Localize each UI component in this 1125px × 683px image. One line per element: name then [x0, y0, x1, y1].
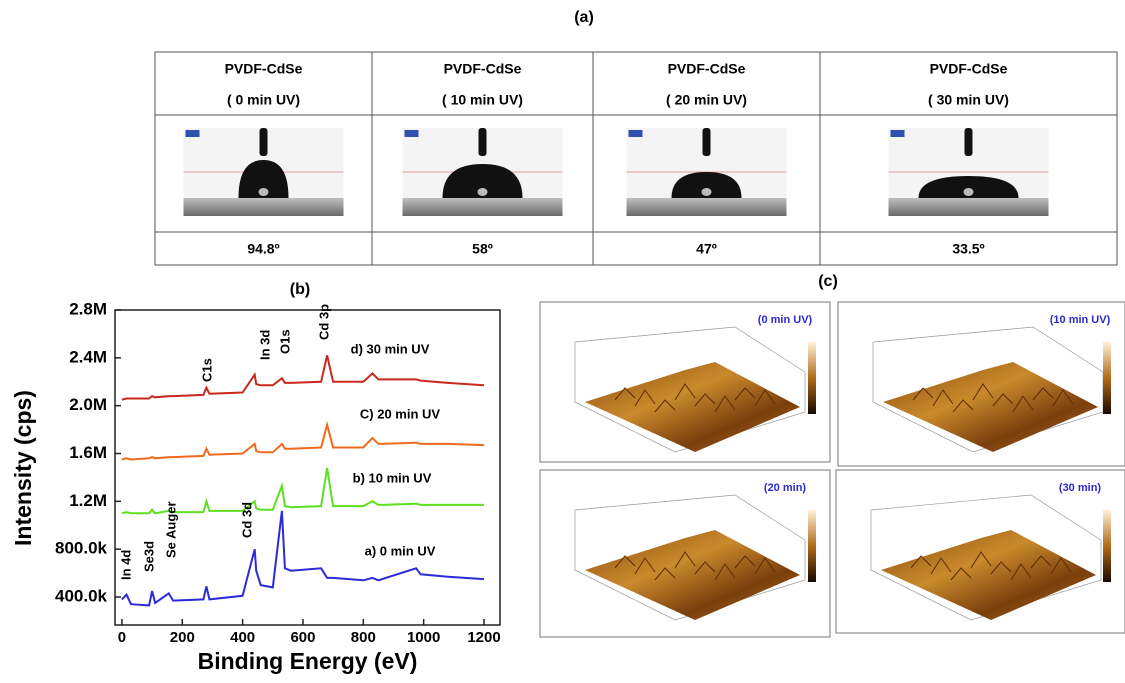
column-title: PVDF-CdSe	[444, 61, 522, 77]
substrate	[403, 198, 563, 216]
spectrum-line	[122, 355, 484, 399]
panel-label: (c)	[818, 273, 838, 290]
x-tick-label: 800	[351, 629, 376, 646]
contact-angle: 58º	[472, 241, 493, 257]
y-tick-label: 2.8M	[69, 299, 107, 318]
column-title: PVDF-CdSe	[225, 61, 303, 77]
droplet-reflection	[964, 188, 974, 196]
x-tick-label: 200	[170, 629, 195, 646]
contact-angle: 94.8º	[247, 241, 279, 257]
series-label: C) 20 min UV	[360, 406, 441, 421]
y-tick-label: 2.0M	[69, 395, 107, 414]
column-condition: ( 20 min UV)	[666, 92, 747, 108]
plot-frame	[115, 310, 500, 625]
needle	[703, 128, 711, 156]
label-box	[629, 130, 643, 137]
x-tick-label: 1200	[467, 629, 500, 646]
substrate	[184, 198, 344, 216]
contact-angle: 47º	[696, 241, 717, 257]
peak-label: In 3d	[257, 330, 272, 360]
substrate	[889, 198, 1049, 216]
contact-angle: 33.5º	[952, 241, 984, 257]
peak-label: Se Auger	[163, 501, 178, 558]
peak-label: Cd 3d	[239, 502, 254, 538]
afm-scale	[808, 342, 816, 414]
series-label: d) 30 min UV	[351, 341, 430, 356]
column-title: PVDF-CdSe	[668, 61, 746, 77]
droplet-reflection	[702, 188, 712, 196]
afm-label: (30 min)	[1059, 482, 1102, 494]
afm-label: (10 min UV)	[1050, 314, 1111, 326]
y-tick-label: 2.4M	[69, 347, 107, 366]
panel-label: (b)	[290, 281, 310, 298]
droplet-reflection	[478, 188, 488, 196]
y-tick-label: 1.6M	[69, 443, 107, 462]
series-label: a) 0 min UV	[365, 543, 436, 558]
needle	[260, 128, 268, 156]
column-condition: ( 0 min UV)	[227, 92, 300, 108]
afm-scale	[1103, 342, 1111, 414]
x-tick-label: 400	[230, 629, 255, 646]
peak-label: C1s	[199, 358, 214, 382]
figure: (a) (b) (c) PVDF-CdSe ( 0 min UV) 94.8º PVD…	[0, 0, 1125, 678]
label-box	[891, 130, 905, 137]
x-tick-label: 0	[118, 629, 126, 646]
panel-label: (a)	[574, 9, 594, 26]
x-tick-label: 1000	[407, 629, 440, 646]
column-title: PVDF-CdSe	[930, 61, 1008, 77]
column-condition: ( 30 min UV)	[928, 92, 1009, 108]
peak-label: In 4d	[118, 550, 133, 580]
substrate	[627, 198, 787, 216]
x-axis-title: Binding Energy (eV)	[198, 648, 418, 674]
y-tick-label: 400.0k	[55, 587, 108, 606]
droplet-reflection	[259, 188, 269, 196]
afm-scale	[1103, 510, 1111, 582]
series-label: b) 10 min UV	[353, 470, 432, 485]
afm-scale	[808, 510, 816, 582]
x-tick-label: 600	[290, 629, 315, 646]
needle	[965, 128, 973, 156]
afm-label: (0 min UV)	[758, 314, 813, 326]
column-condition: ( 10 min UV)	[442, 92, 523, 108]
y-axis-title: Intensity (cps)	[10, 390, 36, 546]
label-box	[186, 130, 200, 137]
y-tick-label: 800.0k	[55, 539, 108, 558]
peak-label: Cd 3p	[316, 304, 331, 340]
label-box	[405, 130, 419, 137]
afm-label: (20 min)	[764, 482, 807, 494]
y-tick-label: 1.2M	[69, 491, 107, 510]
needle	[479, 128, 487, 156]
peak-label: Se3d	[141, 541, 156, 572]
peak-label: O1s	[277, 329, 292, 354]
spectrum-line	[122, 425, 484, 460]
